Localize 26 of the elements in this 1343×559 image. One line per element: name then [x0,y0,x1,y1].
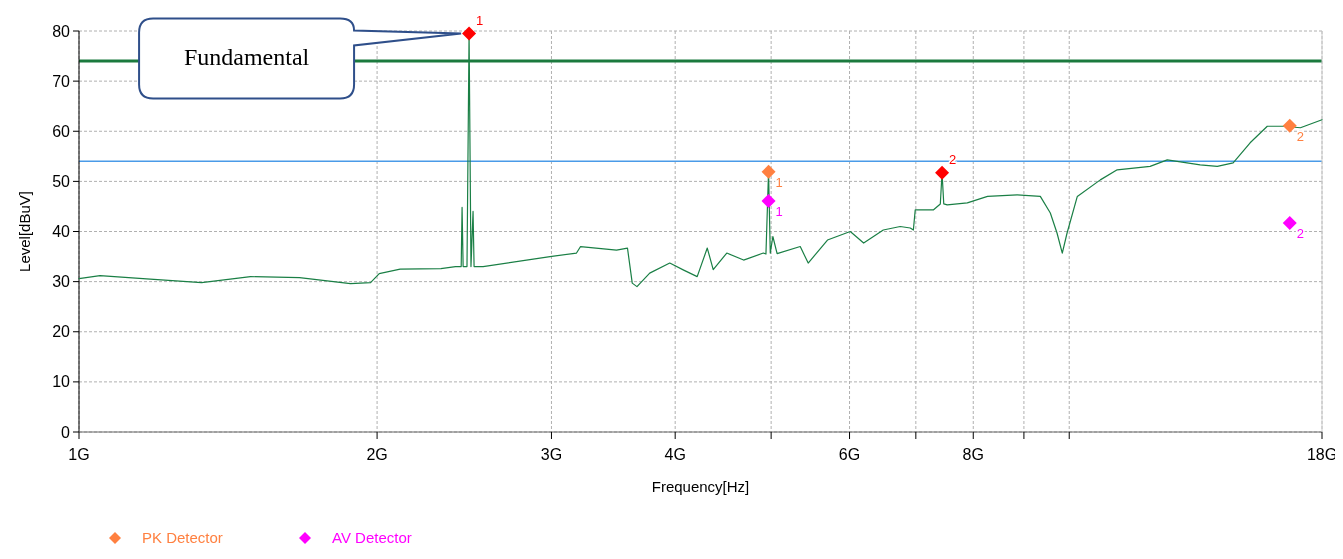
y-axis-title: Level[dBuV] [16,191,33,272]
x-tick-label: 18G [1306,446,1338,463]
x-tick-label: 3G [540,446,563,463]
y-tick-label: 60 [52,122,71,140]
y-tick-label: 20 [52,323,71,341]
y-tick-label: 50 [52,172,71,190]
x-tick-label: 2G [366,446,388,463]
annotation: 1 [775,203,783,219]
legend-label: AV Detector [332,529,412,546]
y-tick-label: 40 [52,223,71,241]
x-tick-label: 8G [962,446,984,463]
annotation: 1 [476,12,484,28]
y-tick-label: 70 [52,72,71,90]
annotation: 2 [1296,225,1304,241]
x-tick-label: 6G [838,446,861,463]
x-tick-label: 1G [68,446,90,463]
y-tick-label: 0 [61,423,71,441]
y-tick-label: 10 [52,373,71,391]
legend-label: PK Detector [142,529,223,546]
annotation: 1 [775,174,783,190]
x-axis-title: Frequency[Hz] [651,478,750,495]
x-tick-label: 4G [664,446,686,463]
y-tick-label: 80 [52,22,71,40]
annotation: 2 [1296,128,1304,144]
y-tick-label: 30 [52,273,71,291]
annotation: Fundamental [183,43,310,70]
